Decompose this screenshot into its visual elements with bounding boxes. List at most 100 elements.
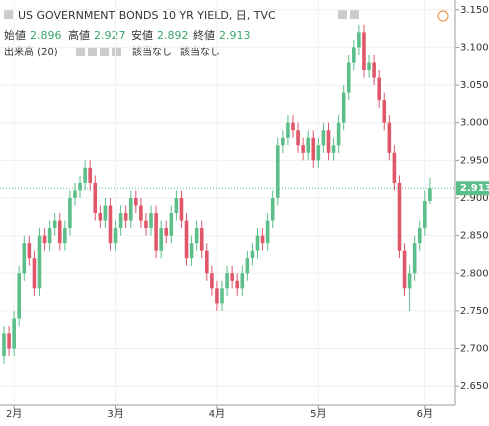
candle-body <box>372 62 376 78</box>
candle-body <box>260 235 265 244</box>
candle-body <box>367 62 371 71</box>
candle-body <box>47 228 52 244</box>
candle-body <box>93 182 98 214</box>
icon <box>4 10 13 19</box>
candle-body <box>423 200 427 229</box>
icon[interactable] <box>350 10 359 19</box>
x-tick-label: 2月 <box>6 408 22 420</box>
icon[interactable] <box>100 47 109 56</box>
candle-body <box>144 220 148 229</box>
candle-body <box>169 213 174 236</box>
x-tick-label: 6月 <box>417 408 433 420</box>
y-tick-label: 2.900 <box>460 193 489 204</box>
high-label: 高値 <box>68 28 90 42</box>
candle-body <box>286 122 290 138</box>
y-tick-label: 2.950 <box>460 155 489 166</box>
low-label: 安値 <box>131 28 153 42</box>
open-value: 2.896 <box>30 29 62 42</box>
candle-body <box>164 228 169 236</box>
candle-body <box>7 333 11 349</box>
candle-body <box>240 273 245 289</box>
candle-body <box>139 205 143 221</box>
candle-body <box>402 250 407 289</box>
grid <box>0 0 455 405</box>
candle-body <box>265 220 270 244</box>
volume-label: 出来高 (20) <box>4 45 58 58</box>
y-tick-label: 2.800 <box>460 268 489 279</box>
candle-body <box>225 273 229 289</box>
icon[interactable] <box>112 47 121 56</box>
icon[interactable] <box>76 47 85 56</box>
candle-body <box>346 62 351 93</box>
candle-body <box>316 145 321 161</box>
candle-body <box>397 182 402 251</box>
candle-body <box>73 190 77 198</box>
candle-body <box>291 122 295 131</box>
candle-body <box>37 235 42 289</box>
candle-body <box>189 243 194 259</box>
candle-body <box>230 273 234 281</box>
candle-body <box>149 213 153 229</box>
alert-icon[interactable] <box>437 10 449 22</box>
candle-body <box>377 77 381 101</box>
candle-body <box>108 205 113 244</box>
x-tick-label: 3月 <box>107 408 123 420</box>
y-tick-label: 3.050 <box>460 80 489 91</box>
candle-body <box>387 122 392 153</box>
candle-body <box>321 130 326 146</box>
candle-body <box>32 258 37 289</box>
candle-body <box>210 273 214 289</box>
candle-body <box>392 152 397 183</box>
icon[interactable] <box>338 10 347 19</box>
candle-body <box>17 273 22 319</box>
candle-body <box>275 145 280 198</box>
last-price-label: 2.913 <box>460 183 489 194</box>
y-tick-label: 3.150 <box>460 5 489 16</box>
candle-body <box>331 145 336 153</box>
candle-body <box>128 197 133 221</box>
close-label: 終値 <box>193 28 215 42</box>
y-tick-label: 2.650 <box>460 381 489 392</box>
candle-body <box>118 213 123 229</box>
low-value: 2.892 <box>157 29 189 42</box>
candle-body <box>215 288 219 304</box>
candle-body <box>205 250 209 274</box>
candle-body <box>428 188 432 201</box>
candle-body <box>103 205 108 221</box>
candle-body <box>27 243 32 259</box>
candle-body <box>134 197 138 206</box>
candle-body <box>245 258 250 274</box>
chart-title: US GOVERNMENT BONDS 10 YR YIELD, 日, TVC <box>18 9 276 22</box>
candle-body <box>250 250 255 259</box>
na-label: 該当なし <box>180 45 220 58</box>
candle-body <box>341 92 346 123</box>
high-value: 2.927 <box>94 29 126 42</box>
candle-body <box>174 197 179 214</box>
y-tick-label: 3.100 <box>460 42 489 53</box>
candle-body <box>311 137 316 161</box>
candle-body <box>2 333 6 357</box>
icon[interactable] <box>88 47 97 56</box>
candle-body <box>113 228 118 244</box>
candle-body <box>123 213 128 221</box>
candle-body <box>179 197 184 221</box>
x-tick-label: 4月 <box>209 408 225 420</box>
close-value: 2.913 <box>219 29 251 42</box>
candle-body <box>296 130 300 146</box>
candle-body <box>199 228 204 251</box>
candle-body <box>382 100 387 123</box>
candle-body <box>78 182 82 191</box>
candle-body <box>357 32 361 48</box>
candle-body <box>88 167 92 183</box>
candle-body <box>68 197 72 229</box>
x-tick-label: 5月 <box>310 408 326 420</box>
candle-body <box>412 243 417 274</box>
y-tick-label: 2.850 <box>460 231 489 242</box>
candle-body <box>352 47 356 63</box>
candle-body <box>255 235 260 251</box>
candle-body <box>301 145 305 153</box>
candle-body <box>326 130 331 153</box>
candle-body <box>42 235 47 244</box>
